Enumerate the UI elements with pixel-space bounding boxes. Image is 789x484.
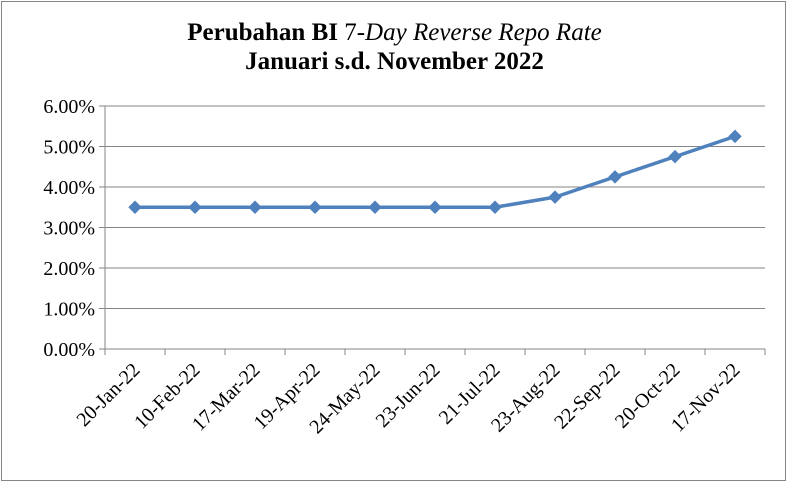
- data-point-marker: [308, 200, 322, 214]
- data-point-marker: [188, 200, 202, 214]
- x-tick-label: 23-Jun-22: [372, 359, 445, 432]
- chart-title-line1: Perubahan BI 7-Day Reverse Repo Rate: [0, 18, 789, 47]
- data-point-marker: [728, 129, 742, 144]
- chart-title: Perubahan BI 7-Day Reverse Repo Rate Jan…: [0, 18, 789, 76]
- y-tick-label: 2.00%: [43, 258, 95, 280]
- data-point-marker: [548, 190, 562, 204]
- y-tick-label: 3.00%: [43, 218, 95, 240]
- data-point-marker: [428, 200, 442, 214]
- title-prefix: Perubahan BI: [187, 19, 345, 46]
- title-number: 7-: [344, 19, 366, 46]
- data-point-marker: [248, 200, 262, 214]
- y-tick-label: 6.00%: [43, 96, 95, 118]
- x-tick-labels: 20-Jan-2210-Feb-2217-Mar-2219-Apr-2224-M…: [72, 359, 744, 438]
- y-tick-label: 0.00%: [43, 339, 95, 361]
- series: [128, 129, 742, 214]
- series-line: [135, 134, 736, 209]
- data-point-marker: [668, 149, 682, 164]
- x-tick-label: 22-Sep-22: [550, 359, 624, 433]
- gridlines: [105, 105, 765, 309]
- y-tick-labels: 0.00% 1.00% 2.00% 3.00% 4.00% 5.00% 6.00%: [43, 96, 95, 361]
- data-point-marker: [608, 170, 622, 184]
- chart-title-line2: Januari s.d. November 2022: [245, 48, 544, 75]
- data-point-marker: [488, 200, 502, 214]
- y-tick-label: 4.00%: [43, 177, 95, 199]
- y-tick-label: 5.00%: [43, 137, 95, 159]
- axes: [99, 105, 766, 355]
- data-point-marker: [128, 200, 142, 214]
- data-point-marker: [368, 200, 382, 214]
- title-italic: Day Reverse Repo Rate: [365, 19, 602, 46]
- y-tick-label: 1.00%: [43, 299, 95, 321]
